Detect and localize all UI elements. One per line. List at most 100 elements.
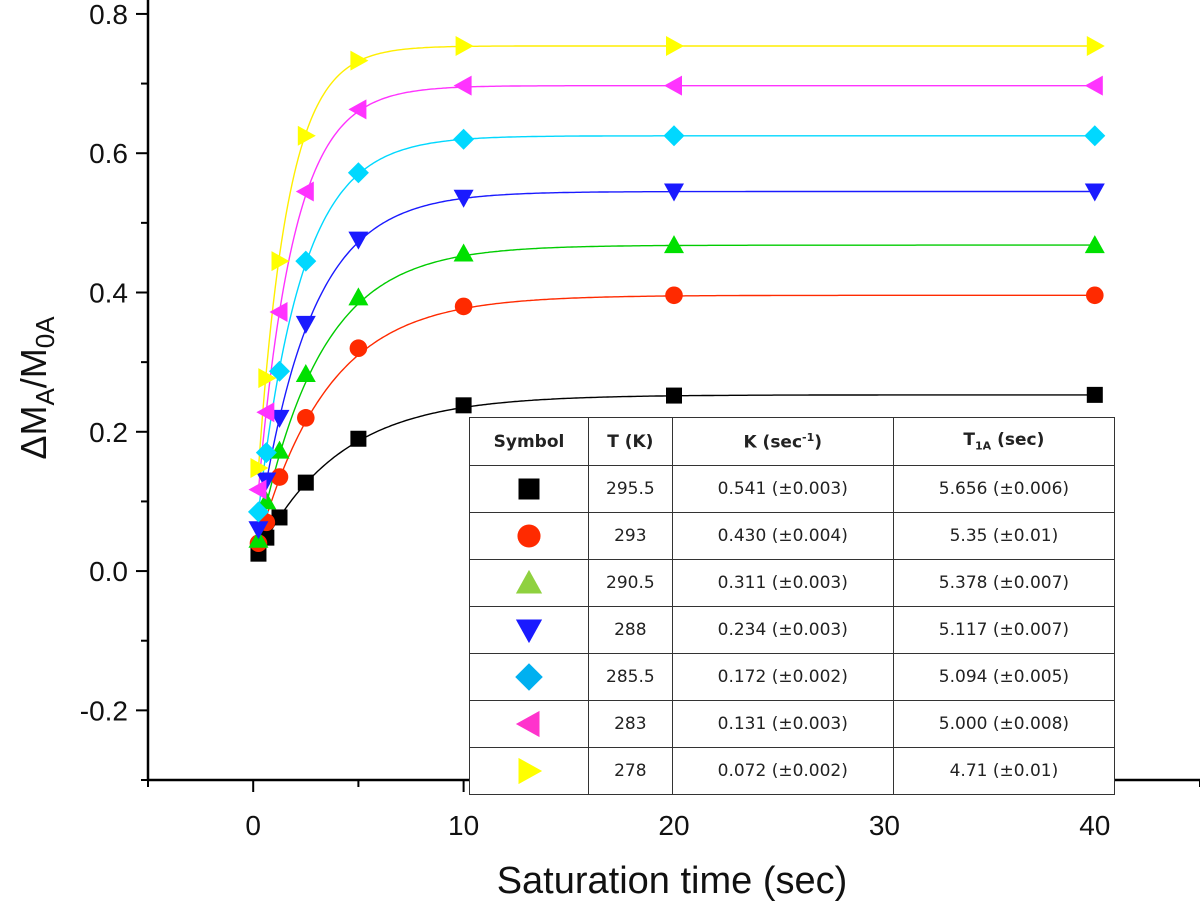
- legend-marker: [515, 663, 543, 691]
- header-relaxation-time: T1A (sec): [892, 417, 1116, 466]
- header-symbol: Symbol: [469, 417, 589, 466]
- legend-rate-constant: 0.131 (±0.003): [671, 700, 894, 748]
- legend-relaxation-time: 5.35 (±0.01): [892, 512, 1116, 560]
- x-tick-label: 0: [245, 810, 261, 841]
- legend-relaxation-time: 5.000 (±0.008): [892, 700, 1116, 748]
- data-point: [348, 231, 369, 250]
- header-rate-constant: K (sec-1): [671, 417, 894, 466]
- legend-marker-icon: [515, 569, 543, 594]
- y-tick-label: 0.4: [89, 278, 128, 309]
- legend-body: 295.5 0.541 (±0.003) 5.656 (±0.006) 293 0.43…: [469, 465, 1116, 795]
- legend-relaxation-time: 4.71 (±0.01): [892, 747, 1116, 795]
- legend-relaxation-time: 5.094 (±0.005): [892, 653, 1116, 701]
- legend-temperature: 283: [588, 700, 673, 748]
- data-point: [258, 368, 277, 389]
- data-point: [297, 474, 314, 491]
- legend-rate-constant: 0.311 (±0.003): [671, 559, 894, 607]
- legend-symbol-cell: [469, 465, 589, 513]
- header-temperature: T (K): [588, 417, 673, 466]
- fit-curve: [257, 45, 1094, 469]
- legend-symbol-cell: [469, 606, 589, 654]
- data-point: [295, 181, 314, 202]
- legend-table: Symbol T (K) K (sec-1) T1A (sec) 295.5 0.…: [469, 417, 1116, 795]
- data-point: [349, 339, 368, 358]
- data-point: [255, 442, 277, 464]
- legend-rate-constant: 0.172 (±0.002): [671, 653, 894, 701]
- data-point: [1084, 75, 1103, 96]
- legend-temperature: 288: [588, 606, 673, 654]
- series-markers: [248, 235, 1105, 548]
- data-point: [664, 183, 684, 202]
- data-point: [454, 297, 473, 316]
- legend-row: 285.5 0.172 (±0.002) 5.094 (±0.005): [469, 653, 1116, 701]
- data-point: [248, 479, 267, 500]
- data-point: [453, 75, 472, 96]
- legend-symbol-cell: [469, 653, 589, 701]
- data-point: [664, 75, 682, 96]
- data-point: [666, 387, 682, 404]
- legend-temperature: 285.5: [588, 653, 673, 701]
- legend-symbol-cell: [469, 559, 589, 607]
- legend-marker: [518, 757, 543, 785]
- legend-marker-icon: [518, 757, 543, 785]
- legend-marker-icon: [515, 619, 543, 644]
- series-markers: [250, 386, 1103, 562]
- legend-header-row: Symbol T (K) K (sec-1) T1A (sec): [469, 417, 1116, 466]
- y-tick-label: 0.0: [89, 556, 128, 587]
- legend-marker: [517, 524, 541, 548]
- data-point: [297, 125, 316, 146]
- legend-relaxation-time: 5.378 (±0.007): [892, 559, 1116, 607]
- legend-marker-icon: [515, 710, 540, 738]
- x-tick-label: 10: [448, 810, 479, 841]
- y-tick-label: 0.2: [89, 417, 128, 448]
- data-markers: [247, 35, 1106, 562]
- legend-marker-icon: [517, 524, 541, 548]
- data-point: [271, 509, 288, 526]
- legend-row: 278 0.072 (±0.002) 4.71 (±0.01): [469, 747, 1116, 795]
- x-tick-label: 30: [869, 810, 900, 841]
- y-tick-label: -0.2: [80, 695, 128, 726]
- data-point: [1086, 286, 1104, 305]
- data-point: [1084, 235, 1105, 254]
- legend-relaxation-time: 5.117 (±0.007): [892, 606, 1116, 654]
- legend-marker-icon: [515, 663, 543, 691]
- data-point: [297, 409, 315, 427]
- legend-relaxation-time: 5.656 (±0.006): [892, 465, 1116, 513]
- legend-symbol-cell: [469, 747, 589, 795]
- x-tick-label: 20: [658, 810, 689, 841]
- data-point: [247, 501, 269, 523]
- data-point: [348, 99, 367, 120]
- data-point: [295, 363, 316, 382]
- data-point: [271, 251, 290, 272]
- data-point: [663, 125, 685, 147]
- data-point: [295, 250, 317, 272]
- data-point: [269, 302, 288, 322]
- legend-rate-constant: 0.430 (±0.004): [671, 512, 894, 560]
- x-tick-label: 40: [1079, 810, 1110, 841]
- legend-symbol-cell: [469, 512, 589, 560]
- data-point: [347, 162, 369, 184]
- series-markers: [248, 183, 1105, 540]
- legend-marker-icon: [518, 478, 540, 500]
- y-tick-label: 0.8: [89, 0, 128, 30]
- data-point: [348, 287, 369, 306]
- series-markers: [248, 75, 1103, 500]
- data-point: [350, 430, 367, 447]
- x-axis-label: Saturation time (sec): [497, 860, 848, 901]
- series-markers: [247, 125, 1106, 523]
- data-point: [453, 189, 474, 208]
- legend-marker: [515, 710, 540, 738]
- data-point: [1084, 125, 1106, 147]
- legend-marker: [518, 478, 540, 500]
- legend-rate-constant: 0.541 (±0.003): [671, 465, 894, 513]
- legend-rate-constant: 0.072 (±0.002): [671, 747, 894, 795]
- data-point: [1084, 183, 1105, 202]
- legend-row: 283 0.131 (±0.003) 5.000 (±0.008): [469, 700, 1116, 748]
- legend-row: 288 0.234 (±0.003) 5.117 (±0.007): [469, 606, 1116, 654]
- legend-rate-constant: 0.234 (±0.003): [671, 606, 894, 654]
- data-point: [269, 360, 290, 382]
- tick-labels: 0 10 20 30 40 -0.2 0.0 0.2 0.4 0.6 0.8: [80, 0, 1111, 841]
- legend-symbol-cell: [469, 700, 589, 748]
- legend-row: 290.5 0.311 (±0.003) 5.378 (±0.007): [469, 559, 1116, 607]
